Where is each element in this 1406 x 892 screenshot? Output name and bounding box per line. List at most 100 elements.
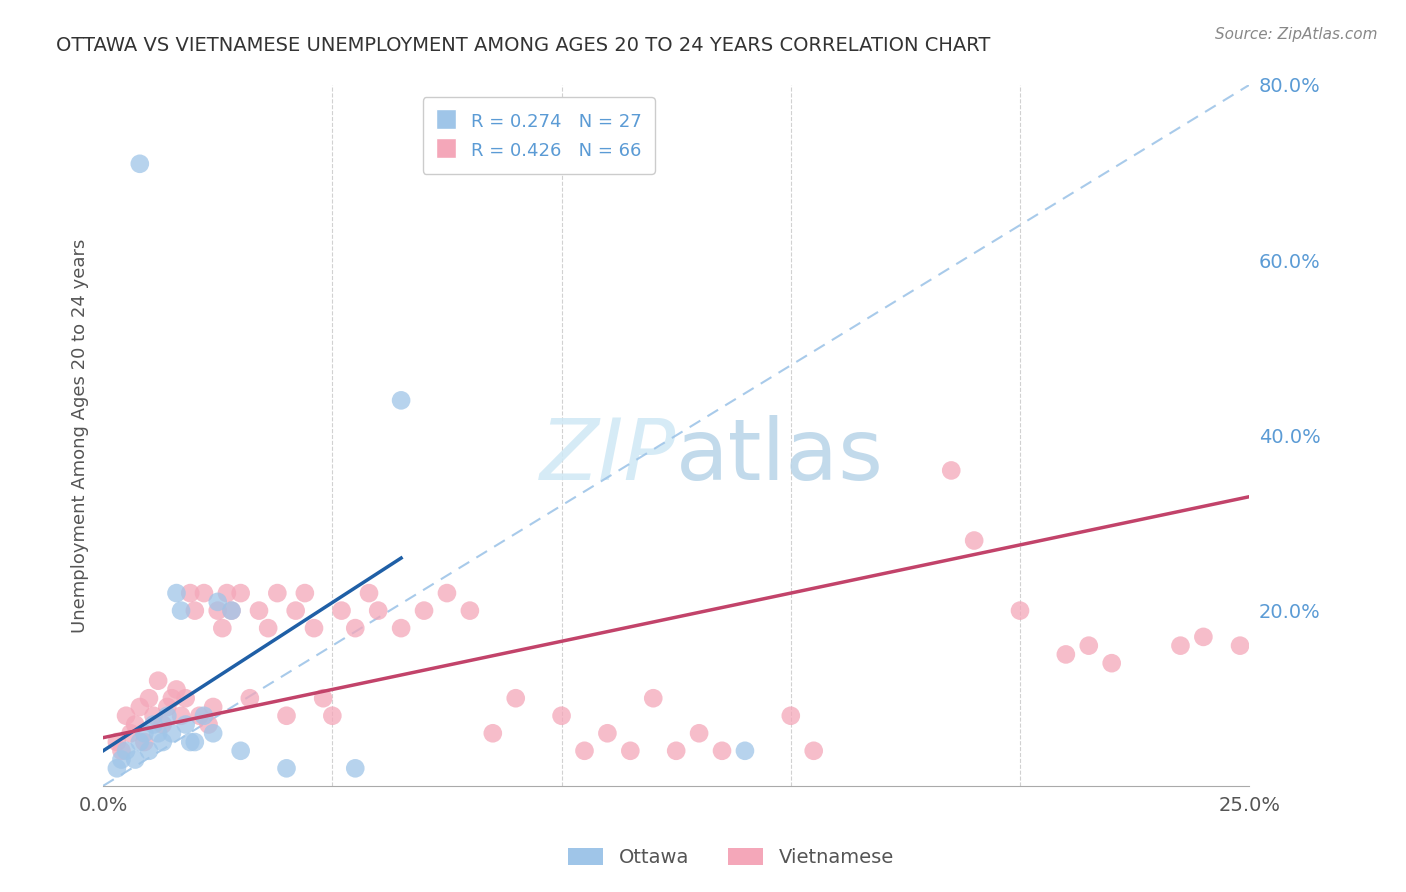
Point: [596, 726, 619, 740]
Point: [188, 708, 211, 723]
Text: atlas: atlas: [676, 415, 884, 498]
Point: [312, 691, 335, 706]
Point: [1008, 604, 1031, 618]
Point: [115, 708, 138, 723]
Point: [221, 604, 243, 618]
Point: [276, 708, 298, 723]
Point: [174, 717, 197, 731]
Point: [357, 586, 380, 600]
Point: [174, 691, 197, 706]
Point: [215, 586, 238, 600]
Point: [643, 691, 665, 706]
Y-axis label: Unemployment Among Ages 20 to 24 years: Unemployment Among Ages 20 to 24 years: [72, 238, 89, 632]
Point: [458, 604, 481, 618]
Point: [779, 708, 801, 723]
Point: [138, 744, 160, 758]
Point: [1101, 656, 1123, 670]
Point: [124, 717, 146, 731]
Point: [152, 735, 174, 749]
Point: [1054, 648, 1077, 662]
Point: [505, 691, 527, 706]
Point: [1229, 639, 1251, 653]
Point: [389, 393, 412, 408]
Point: [550, 708, 572, 723]
Point: [105, 735, 128, 749]
Point: [619, 744, 641, 758]
Point: [941, 463, 963, 477]
Point: [367, 604, 389, 618]
Point: [156, 700, 179, 714]
Point: [413, 604, 436, 618]
Legend: R = 0.274   N = 27, R = 0.426   N = 66: R = 0.274 N = 27, R = 0.426 N = 66: [423, 97, 655, 174]
Point: [257, 621, 280, 635]
Point: [160, 726, 183, 740]
Point: [170, 708, 193, 723]
Point: [128, 157, 150, 171]
Point: [389, 621, 412, 635]
Point: [207, 595, 229, 609]
Point: [229, 744, 252, 758]
Point: [156, 708, 179, 723]
Point: [266, 586, 288, 600]
Point: [128, 700, 150, 714]
Point: [202, 726, 225, 740]
Point: [197, 717, 219, 731]
Point: [1077, 639, 1099, 653]
Text: OTTAWA VS VIETNAMESE UNEMPLOYMENT AMONG AGES 20 TO 24 YEARS CORRELATION CHART: OTTAWA VS VIETNAMESE UNEMPLOYMENT AMONG …: [56, 36, 991, 54]
Point: [211, 621, 233, 635]
Point: [330, 604, 353, 618]
Point: [344, 761, 367, 775]
Legend: Ottawa, Vietnamese: Ottawa, Vietnamese: [561, 840, 901, 875]
Point: [160, 691, 183, 706]
Point: [184, 735, 207, 749]
Point: [574, 744, 596, 758]
Point: [166, 586, 188, 600]
Point: [152, 717, 174, 731]
Point: [436, 586, 458, 600]
Point: [229, 586, 252, 600]
Point: [115, 744, 138, 758]
Point: [146, 726, 169, 740]
Point: [963, 533, 986, 548]
Point: [344, 621, 367, 635]
Point: [688, 726, 710, 740]
Point: [803, 744, 825, 758]
Point: [142, 717, 165, 731]
Point: [302, 621, 325, 635]
Point: [221, 604, 243, 618]
Point: [734, 744, 756, 758]
Point: [239, 691, 262, 706]
Text: Source: ZipAtlas.com: Source: ZipAtlas.com: [1215, 27, 1378, 42]
Point: [207, 604, 229, 618]
Point: [1192, 630, 1215, 644]
Point: [184, 604, 207, 618]
Point: [134, 726, 156, 740]
Point: [284, 604, 307, 618]
Point: [142, 708, 165, 723]
Point: [179, 735, 201, 749]
Point: [193, 586, 215, 600]
Point: [138, 691, 160, 706]
Point: [294, 586, 316, 600]
Text: ZIP: ZIP: [540, 415, 676, 498]
Point: [193, 708, 215, 723]
Point: [711, 744, 734, 758]
Point: [247, 604, 270, 618]
Point: [120, 726, 142, 740]
Point: [110, 753, 132, 767]
Point: [202, 700, 225, 714]
Point: [1170, 639, 1192, 653]
Point: [146, 673, 169, 688]
Point: [170, 604, 193, 618]
Point: [105, 761, 128, 775]
Point: [276, 761, 298, 775]
Point: [665, 744, 688, 758]
Point: [481, 726, 503, 740]
Point: [128, 735, 150, 749]
Point: [321, 708, 343, 723]
Point: [124, 753, 146, 767]
Point: [134, 735, 156, 749]
Point: [166, 682, 188, 697]
Point: [110, 744, 132, 758]
Point: [179, 586, 201, 600]
